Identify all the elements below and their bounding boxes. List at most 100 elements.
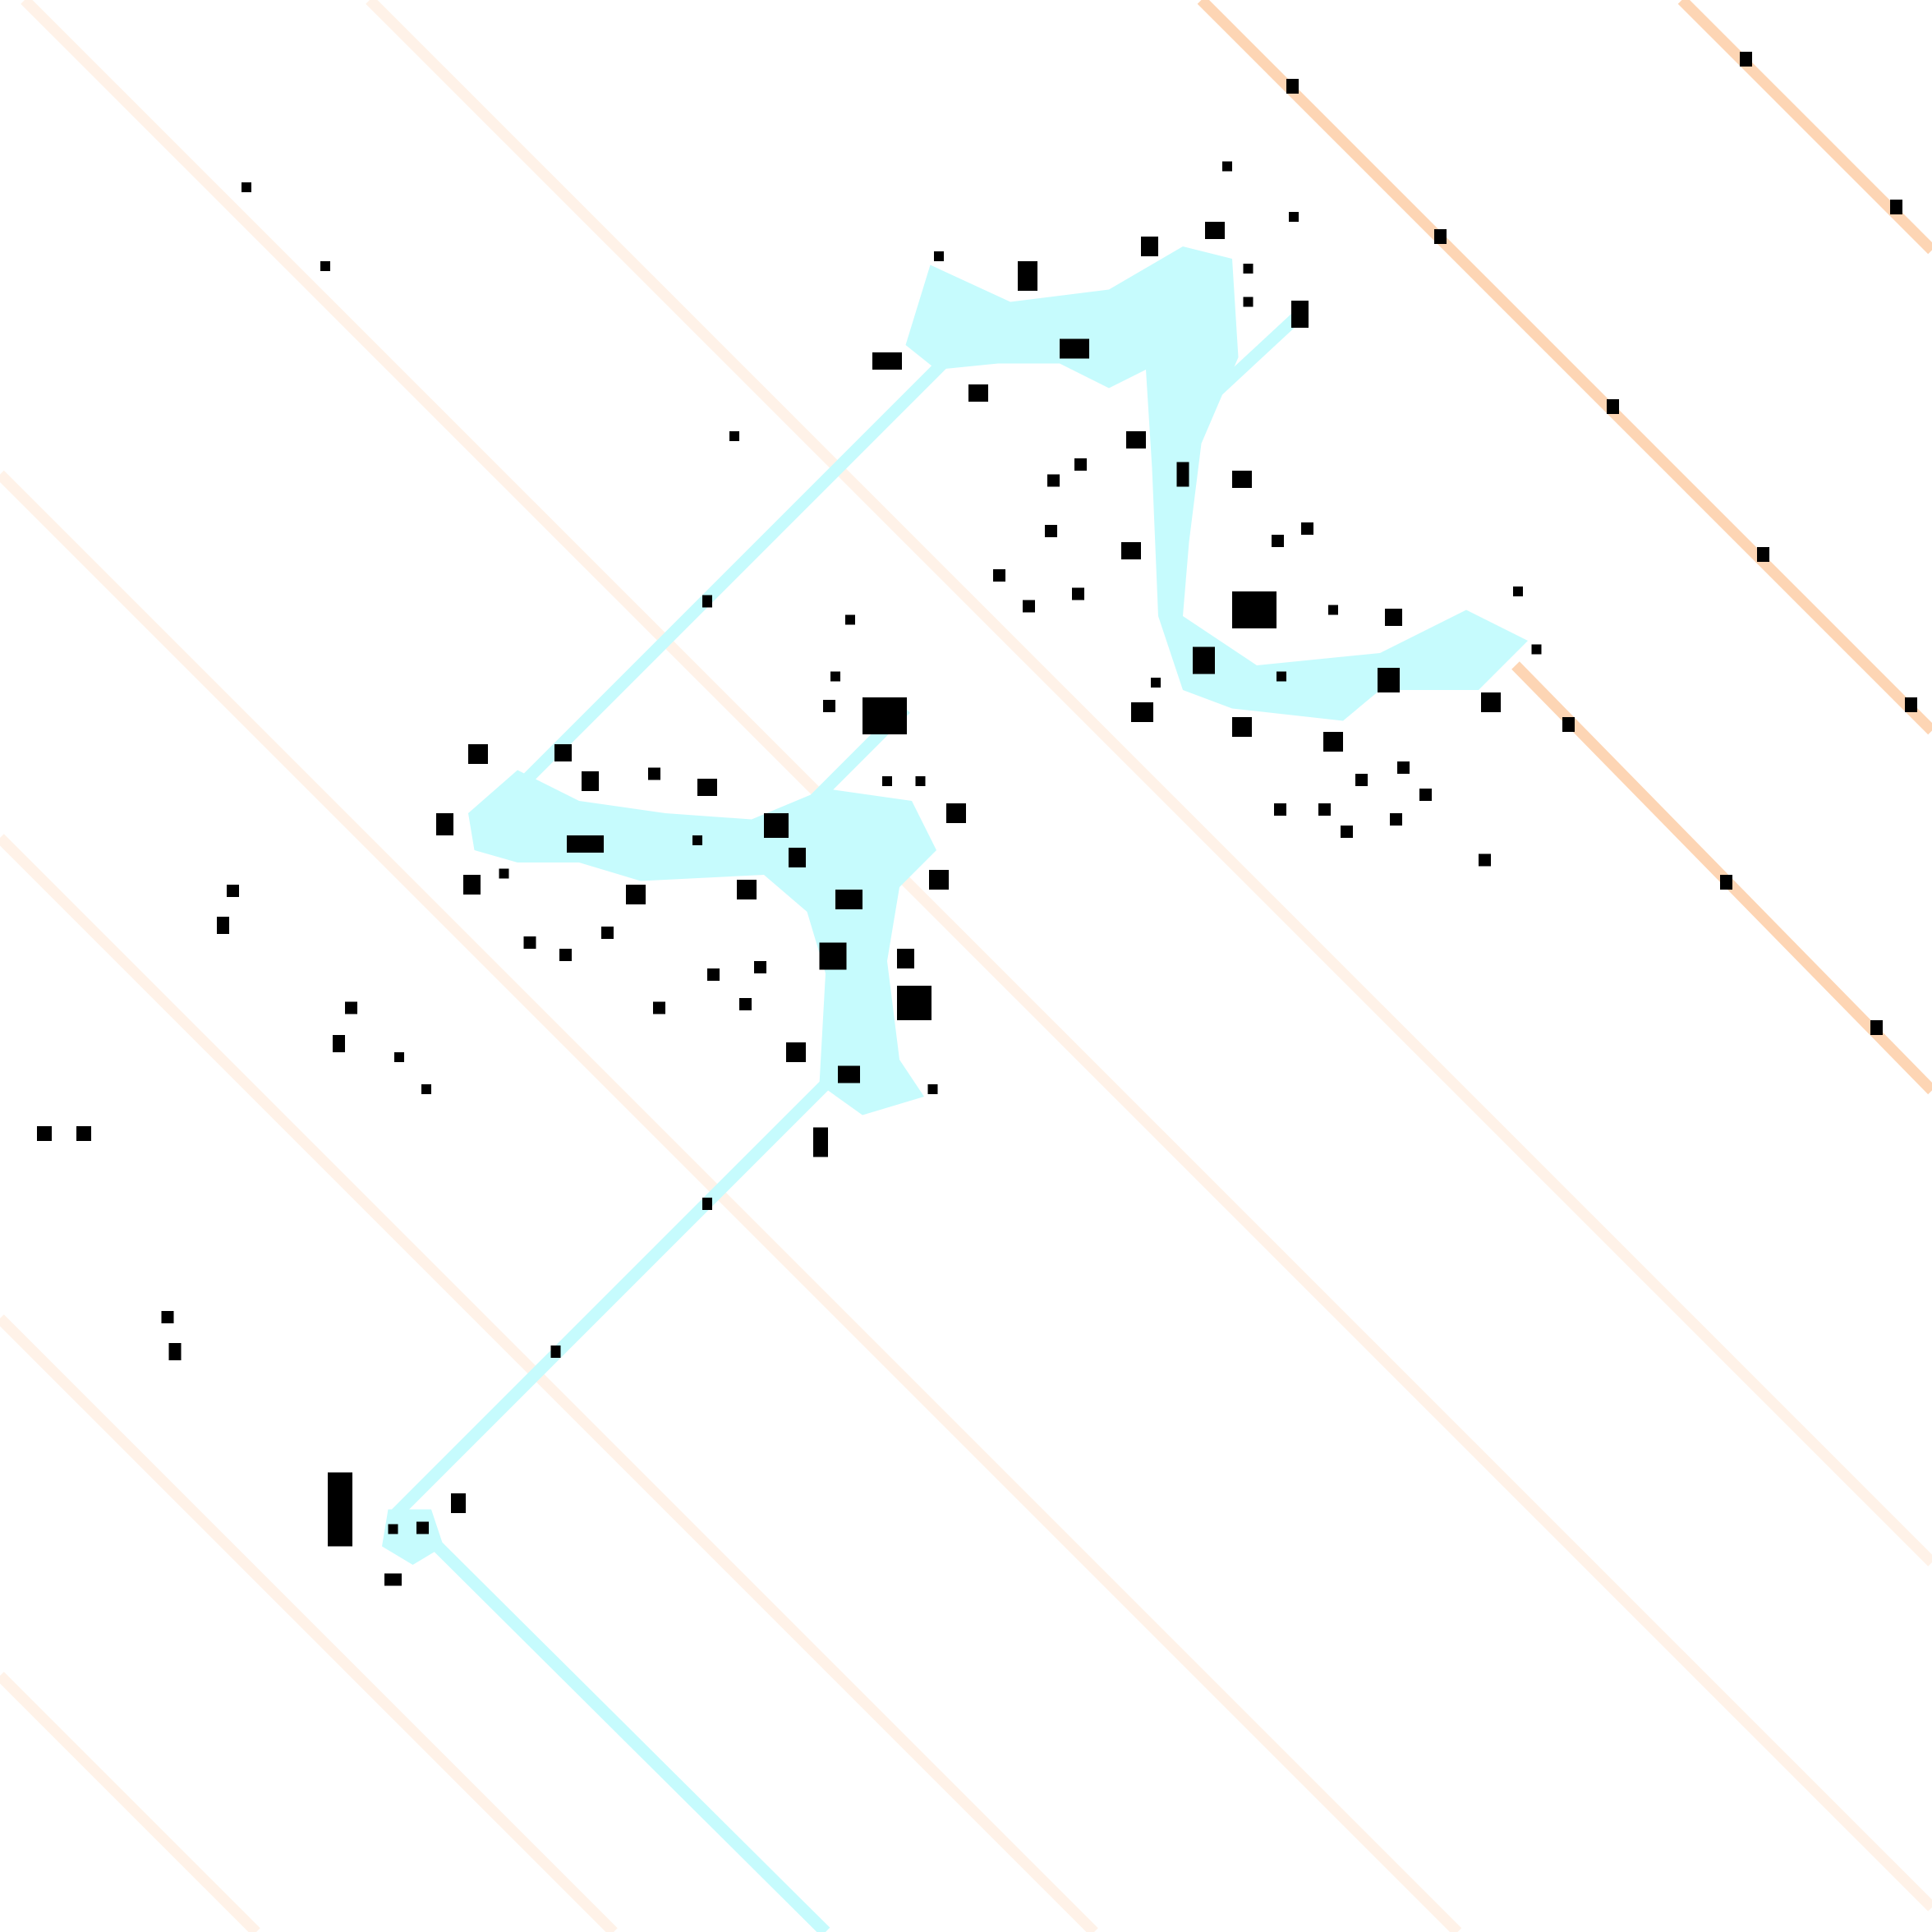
cell: [1222, 161, 1232, 172]
cell: [648, 767, 660, 780]
cell: [737, 880, 757, 899]
cell: [1131, 702, 1153, 722]
cell: [1740, 52, 1752, 67]
cell: [993, 569, 1005, 582]
cell: [217, 917, 229, 934]
cell: [1355, 774, 1368, 786]
cell: [653, 1001, 665, 1014]
cell: [161, 1311, 174, 1323]
cell: [789, 848, 806, 867]
stripe: [1197, 0, 1932, 735]
cell: [1047, 474, 1060, 487]
cell: [416, 1521, 429, 1534]
cell: [1323, 732, 1343, 752]
cell: [692, 835, 702, 845]
cell: [819, 942, 847, 970]
cell: [582, 771, 599, 791]
cell: [1018, 261, 1037, 291]
cell: [384, 1573, 402, 1586]
cell: [1272, 535, 1284, 547]
cell: [328, 1472, 352, 1547]
cell: [1390, 813, 1402, 826]
trails: [382, 246, 1528, 1932]
cell: [1301, 522, 1313, 535]
cell: [929, 870, 949, 890]
trail: [507, 347, 959, 799]
cell: [1232, 471, 1252, 488]
cell: [554, 744, 572, 761]
cell: [1121, 542, 1141, 559]
cell: [946, 803, 966, 823]
cell: [1397, 761, 1410, 774]
cell: [1481, 692, 1501, 712]
cell: [320, 261, 330, 271]
cell: [1126, 431, 1146, 448]
cell: [550, 1346, 561, 1358]
cell: [1205, 222, 1225, 239]
cell: [1176, 462, 1189, 487]
cell: [394, 1052, 404, 1062]
cell: [927, 1084, 938, 1094]
cell: [697, 779, 717, 796]
cell: [1607, 399, 1619, 414]
cell: [707, 968, 720, 981]
cell: [333, 1035, 345, 1052]
cell: [764, 813, 789, 838]
cell: [1890, 200, 1902, 214]
cell: [1243, 297, 1254, 307]
blob: [905, 246, 1528, 721]
cell: [1318, 803, 1331, 816]
cell: [499, 868, 509, 879]
cell: [1870, 1020, 1883, 1035]
cells: [37, 52, 1917, 1586]
trail: [389, 1074, 836, 1520]
cell: [1341, 826, 1353, 838]
cell: [968, 384, 988, 402]
cell: [872, 352, 902, 370]
cell: [1193, 646, 1215, 674]
cell: [463, 875, 481, 895]
cell: [1378, 668, 1400, 692]
cell: [468, 744, 488, 764]
cell: [1562, 717, 1575, 732]
cell: [451, 1493, 466, 1513]
cell: [388, 1524, 398, 1534]
cell: [242, 182, 251, 192]
cell: [862, 697, 907, 734]
cell: [1141, 237, 1158, 256]
cell: [897, 986, 932, 1020]
cell: [1286, 79, 1299, 94]
cell: [1291, 301, 1309, 328]
cell: [168, 1343, 182, 1360]
stripe: [0, 834, 1098, 1932]
trail: [421, 1530, 830, 1932]
cell: [1289, 212, 1299, 222]
stripe: [0, 1672, 260, 1932]
cell: [1434, 229, 1447, 244]
cell: [830, 671, 840, 682]
cell: [523, 936, 536, 949]
cell: [601, 927, 614, 939]
cell: [1151, 678, 1161, 688]
cell: [1531, 644, 1542, 655]
cell: [1385, 609, 1402, 626]
cell: [436, 813, 453, 835]
cell: [345, 1001, 357, 1014]
stripe: [366, 0, 1932, 1566]
cell: [626, 885, 646, 904]
blob: [468, 770, 936, 1116]
stripe: [21, 0, 1932, 1911]
stripe: [0, 470, 1462, 1932]
cell: [897, 949, 914, 968]
cell: [1905, 697, 1917, 712]
cell: [845, 614, 855, 625]
cell: [813, 1127, 828, 1157]
cell: [559, 949, 572, 961]
cell: [702, 595, 712, 608]
cell: [1479, 853, 1491, 867]
cell: [1045, 525, 1057, 537]
cell: [915, 776, 926, 786]
